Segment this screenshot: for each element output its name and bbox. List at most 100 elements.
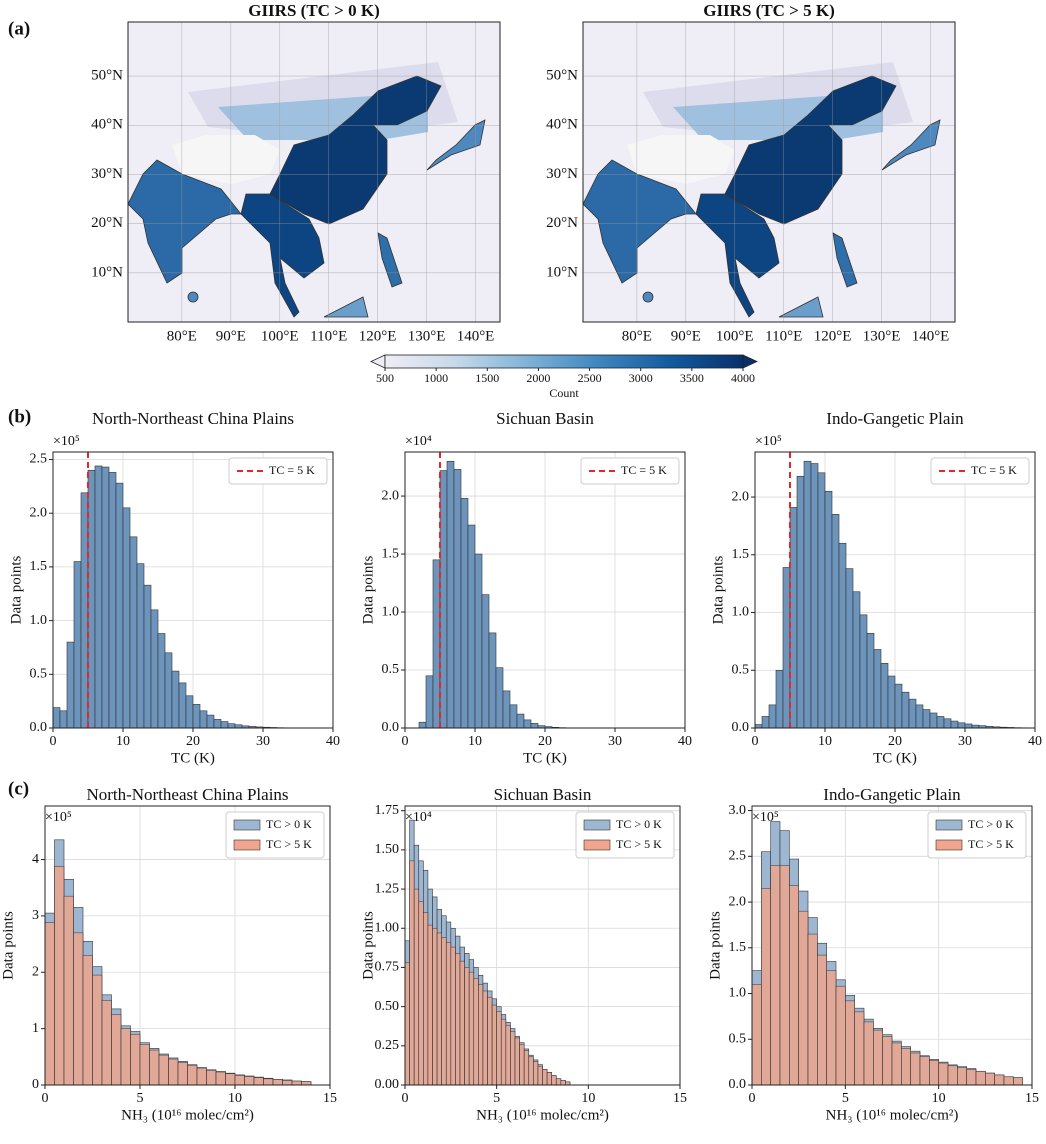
axes-frame <box>404 805 681 1086</box>
x-axis-label: TC (K) <box>873 750 917 766</box>
histogram-bar <box>1013 1077 1023 1086</box>
histogram-bar <box>467 524 476 729</box>
y-tick-label: 0.00 <box>375 1077 400 1092</box>
histogram-bar <box>474 553 483 729</box>
histogram-bar <box>994 1074 1005 1086</box>
histogram-bar <box>551 1075 557 1086</box>
histogram-bar <box>87 469 96 729</box>
histogram-bar <box>1003 1076 1014 1086</box>
x-tick-label: 10 <box>116 734 130 749</box>
histogram-bar <box>282 1080 293 1086</box>
histogram-bar <box>441 937 447 1086</box>
x-tick-label: 5 <box>493 1091 500 1106</box>
x-tick-label: 10 <box>818 734 832 749</box>
land-shading <box>583 22 955 322</box>
histogram-bar <box>838 542 847 729</box>
y-multiplier: ×10⁵ <box>755 434 782 449</box>
histogram-bar <box>418 721 427 729</box>
legend-swatch <box>583 819 611 831</box>
y-axis-label: Data points <box>707 911 723 980</box>
y-tick-label: 0.25 <box>375 1038 400 1053</box>
legend-label: TC > 0 K <box>968 817 1014 831</box>
x-tick-label: 110°E <box>765 328 802 344</box>
histogram-bar <box>44 922 55 1086</box>
histogram-bar <box>187 1064 198 1086</box>
legend-label: TC > 5 K <box>968 837 1014 851</box>
legend-label: TC > 5 K <box>266 837 312 851</box>
y-tick-label: 30°N <box>91 166 123 182</box>
x-tick-label: 15 <box>673 1091 687 1106</box>
histogram-bar <box>496 1011 502 1086</box>
chart-title: North-Northeast China Plains <box>86 785 288 804</box>
y-tick-label: 1.0 <box>732 605 750 620</box>
y-tick-label: 0.0 <box>729 1077 747 1092</box>
chart-title: North-Northeast China Plains <box>92 409 294 428</box>
histogram-bar <box>555 1078 562 1086</box>
x-axis-label: NH₃ (10¹⁶ molec/cm²) <box>121 1107 254 1123</box>
x-tick-label: 40 <box>326 734 340 749</box>
histogram-bar <box>94 465 103 729</box>
x-tick-label: 5 <box>137 1091 144 1106</box>
y-multiplier: ×10⁴ <box>405 810 432 825</box>
x-tick-label: 30 <box>958 734 972 749</box>
histogram-bar <box>291 1080 302 1086</box>
histogram-bar <box>143 584 152 729</box>
y-tick-label: 0.5 <box>30 667 48 682</box>
y-tick-label: 0.5 <box>732 662 750 677</box>
histogram-bar <box>136 563 145 729</box>
histogram-bar <box>445 942 452 1086</box>
x-tick-label: 20 <box>538 734 552 749</box>
map-area <box>583 22 955 322</box>
histogram-bar <box>215 1071 226 1086</box>
legend-swatch <box>583 839 611 851</box>
colorbar-label: Count <box>549 386 579 400</box>
x-tick-label: 130°E <box>863 328 901 344</box>
y-tick-label: 1.00 <box>375 920 400 935</box>
legend-label: TC = 5 K <box>269 463 315 477</box>
x-tick-label: 40 <box>678 734 692 749</box>
y-tick-label: 20°N <box>546 215 578 231</box>
y-multiplier: ×10⁵ <box>752 810 779 825</box>
histogram-bar <box>975 1070 986 1086</box>
histogram-bar <box>985 1072 995 1086</box>
y-axis-label: Data points <box>8 555 24 624</box>
y-multiplier: ×10⁴ <box>405 434 432 449</box>
histogram-bar <box>446 460 455 729</box>
colorbar-tick-label: 2000 <box>526 371 550 385</box>
histogram-bar <box>901 691 910 729</box>
histogram-bar <box>502 690 511 729</box>
panel-label: (b) <box>8 406 31 427</box>
histogram-bar <box>528 1056 534 1086</box>
histogram-bar <box>530 723 539 729</box>
histogram-bar <box>863 1021 874 1086</box>
colorbar-tick-label: 3500 <box>680 371 704 385</box>
histogram-bar <box>761 716 770 729</box>
y-tick-label: 0.0 <box>382 720 400 735</box>
histogram-bar <box>453 469 462 729</box>
histogram-bar <box>82 955 93 1086</box>
y-tick-label: 1.5 <box>729 940 747 955</box>
histogram-bar <box>157 633 166 729</box>
histogram-bar <box>220 721 229 729</box>
histogram-bar <box>115 482 124 729</box>
histogram-bar <box>509 704 518 729</box>
histogram-bar <box>775 669 784 729</box>
histogram-bar <box>546 1072 552 1086</box>
histogram-bar <box>149 1049 160 1086</box>
histogram-bar <box>751 984 762 1086</box>
histogram-bar <box>922 709 931 729</box>
histogram-bar <box>831 514 840 729</box>
histogram-bar <box>459 960 465 1086</box>
histogram-bar <box>130 1033 141 1086</box>
histogram-bar <box>432 559 441 729</box>
x-tick-label: 90°E <box>671 328 701 344</box>
axes-frame <box>44 805 331 1086</box>
legend-swatch <box>935 819 963 831</box>
histogram-bar <box>908 698 917 729</box>
x-tick-label: 0 <box>42 1091 49 1106</box>
x-axis-label: TC (K) <box>171 750 215 766</box>
histogram-bar <box>129 536 138 729</box>
histogram-bar <box>919 1056 930 1086</box>
y-tick-label: 1.0 <box>382 604 400 619</box>
